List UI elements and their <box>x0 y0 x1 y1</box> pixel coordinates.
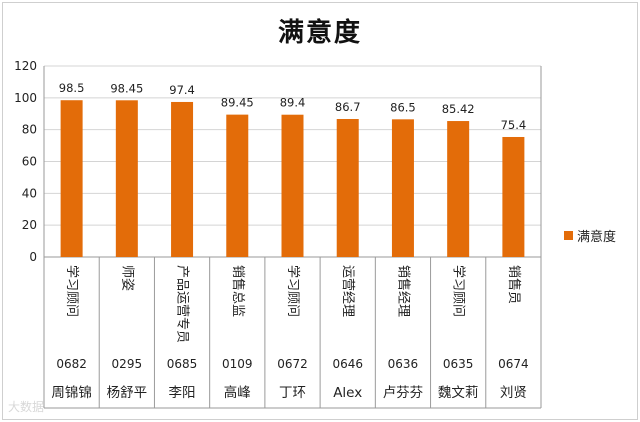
category-role-label: 学习顾问 <box>285 265 301 317</box>
bar <box>336 119 359 257</box>
category-role-label: 销售员 <box>506 265 522 304</box>
category-name-label: 周锦锦 <box>51 385 92 401</box>
data-label: 89.4 <box>280 96 306 110</box>
category-name-label: Alex <box>333 385 362 401</box>
data-label: 86.7 <box>335 100 361 114</box>
bar <box>115 100 138 257</box>
bar <box>60 100 83 258</box>
y-tick-label: 80 <box>22 123 37 137</box>
legend: 满意度 <box>564 226 616 245</box>
legend-label: 满意度 <box>577 230 617 245</box>
category-name-label: 刘贤 <box>500 385 527 401</box>
category-id-label: 0295 <box>112 357 143 371</box>
category-role-label: 产品运营专员 <box>175 265 190 343</box>
legend-swatch <box>564 231 573 240</box>
chart-title: 满意度 <box>277 18 362 48</box>
y-tick-label: 60 <box>22 155 37 169</box>
category-id-label: 0685 <box>167 357 198 371</box>
category-id-label: 0636 <box>388 357 419 371</box>
bar <box>171 101 194 257</box>
watermark: 大数据 <box>8 400 45 414</box>
data-label: 97.4 <box>169 83 195 97</box>
category-name-label: 卢芬芬 <box>383 385 424 401</box>
data-label: 75.4 <box>501 118 527 132</box>
category-id-label: 0674 <box>498 357 529 371</box>
data-label: 89.45 <box>221 96 254 110</box>
category-name-label: 魏文莉 <box>438 385 479 401</box>
category-id-label: 0672 <box>277 357 308 371</box>
category-role-label: 销售经理 <box>395 265 411 317</box>
category-role-label: 运营经理 <box>340 265 355 317</box>
y-tick-label: 0 <box>29 250 37 264</box>
category-role-label: 销售总监 <box>230 265 246 317</box>
category-role-label: 学习顾问 <box>451 265 467 317</box>
bar <box>281 114 304 257</box>
category-role-label: 师姿 <box>119 265 135 291</box>
y-tick-label: 20 <box>22 218 37 232</box>
bar <box>502 136 525 257</box>
y-tick-label: 40 <box>22 186 37 200</box>
category-id-label: 0646 <box>332 357 363 371</box>
category-id-label: 0682 <box>56 357 87 371</box>
bar <box>447 121 470 258</box>
category-name-label: 杨舒平 <box>107 385 148 401</box>
category-name-label: 李阳 <box>169 385 196 401</box>
category-id-label: 0109 <box>222 357 253 371</box>
bar <box>391 119 414 257</box>
category-name-label: 高峰 <box>224 384 251 401</box>
y-tick-label: 100 <box>14 91 37 105</box>
data-label: 85.42 <box>442 102 475 116</box>
y-tick-label: 120 <box>14 59 37 73</box>
data-label: 98.45 <box>110 81 143 95</box>
bar <box>226 114 249 257</box>
category-role-label: 学习顾问 <box>64 265 80 317</box>
category-name-label: 丁环 <box>279 385 306 401</box>
data-label: 86.5 <box>390 100 416 114</box>
category-id-label: 0635 <box>443 357 474 371</box>
data-label: 98.5 <box>59 81 85 95</box>
